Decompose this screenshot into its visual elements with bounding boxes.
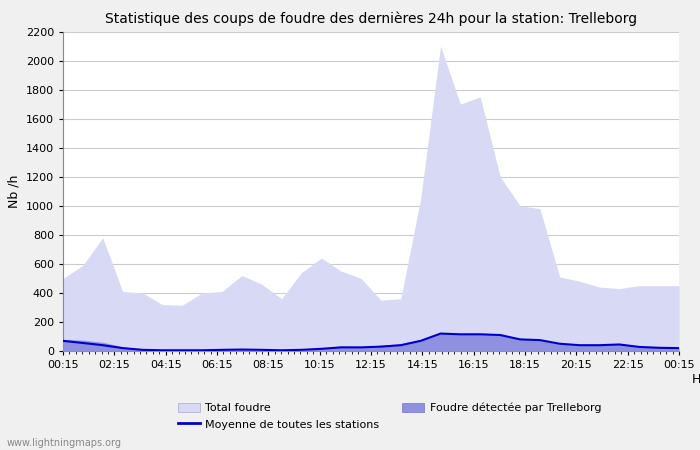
- Text: www.lightningmaps.org: www.lightningmaps.org: [7, 438, 122, 448]
- Legend: Total foudre, Moyenne de toutes les stations, Foudre détectée par Trelleborg: Total foudre, Moyenne de toutes les stat…: [174, 398, 606, 434]
- Y-axis label: Nb /h: Nb /h: [7, 175, 20, 208]
- Text: Heure: Heure: [692, 374, 700, 387]
- Title: Statistique des coups de foudre des dernières 24h pour la station: Trelleborg: Statistique des coups de foudre des dern…: [105, 12, 637, 26]
